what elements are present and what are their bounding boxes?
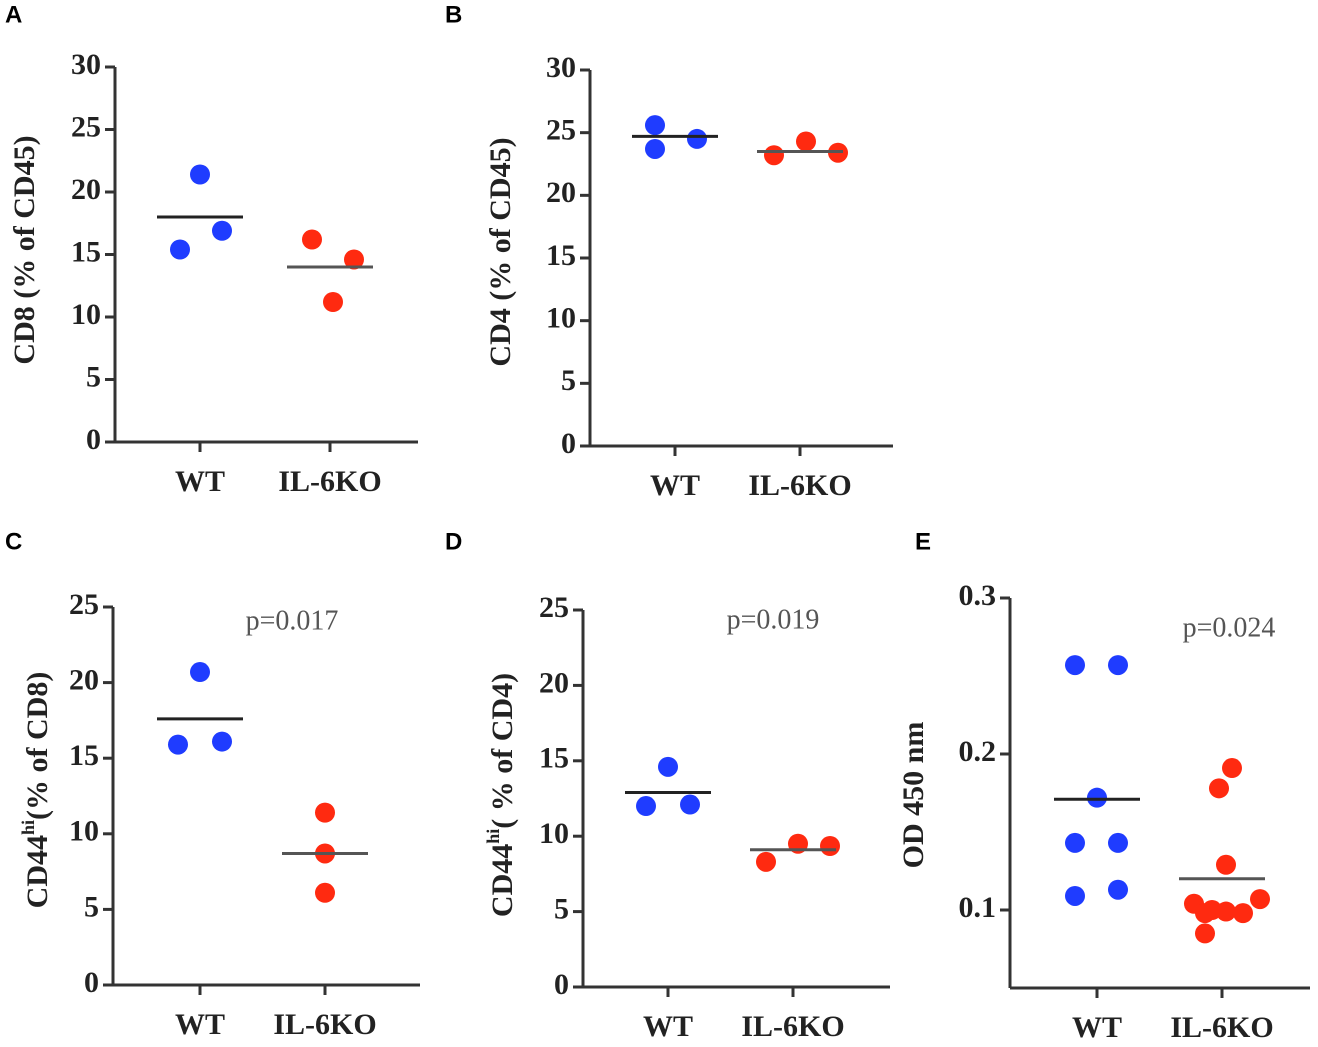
panel-label: A xyxy=(5,1,22,28)
dot xyxy=(1087,787,1107,808)
x-tick-label: IL-6KO xyxy=(273,1008,376,1041)
y-tick-label: 5 xyxy=(84,890,99,923)
y-tick-label: 5 xyxy=(561,364,576,397)
panel-label: D xyxy=(445,528,462,555)
y-label-main: OD 450 nm xyxy=(897,722,930,869)
panel-label: C xyxy=(5,528,22,555)
y-label-main: CD4 (% of CD45) xyxy=(484,137,517,366)
x-tick-label: IL-6KO xyxy=(1170,1011,1273,1044)
x-tick-label: WT xyxy=(1072,1011,1122,1044)
p-value: p=0.024 xyxy=(1183,612,1276,643)
dot xyxy=(1065,885,1085,906)
y-tick-label: 15 xyxy=(71,235,101,268)
dot xyxy=(190,662,210,683)
y-axis-label: CD4 (% of CD45) xyxy=(484,137,517,366)
y-label-sup: hi xyxy=(18,820,38,835)
dot xyxy=(1209,778,1229,799)
y-tick-label: 15 xyxy=(539,742,569,775)
y-axis-label: CD44hi(% of CD8) xyxy=(18,672,54,909)
dot xyxy=(1108,879,1128,900)
p-value: p=0.019 xyxy=(727,604,820,635)
dot xyxy=(636,796,656,817)
x-tick-label: IL-6KO xyxy=(278,465,381,498)
dot xyxy=(190,164,210,185)
p-value: p=0.017 xyxy=(246,605,339,636)
y-axis-label: CD44hi( % of CD4) xyxy=(483,673,519,917)
dot xyxy=(1233,903,1253,924)
dot xyxy=(756,851,776,872)
dot xyxy=(1108,655,1128,676)
y-tick-label: 10 xyxy=(539,817,569,850)
y-tick-label: 0.3 xyxy=(959,579,997,612)
y-tick-label: 15 xyxy=(546,239,576,272)
y-tick-label: 20 xyxy=(539,666,569,699)
x-tick-label: WT xyxy=(175,1008,225,1041)
y-tick-label: 15 xyxy=(69,739,99,772)
y-tick-label: 30 xyxy=(546,51,576,84)
y-label-rest: (% of CD8) xyxy=(21,672,54,820)
x-tick-label: WT xyxy=(650,469,700,502)
dot xyxy=(323,292,343,312)
dot xyxy=(1250,889,1270,910)
dot xyxy=(645,115,665,136)
dot xyxy=(658,756,678,777)
y-tick-label: 10 xyxy=(546,302,576,335)
y-tick-label: 25 xyxy=(71,110,101,143)
y-tick-label: 0 xyxy=(84,966,99,999)
y-tick-label: 25 xyxy=(546,114,576,147)
y-tick-label: 10 xyxy=(69,815,99,848)
dot xyxy=(1195,903,1215,924)
dot xyxy=(1065,655,1085,676)
x-tick-label: WT xyxy=(643,1010,693,1043)
y-label-rest: ( % of CD4) xyxy=(486,673,519,829)
y-tick-label: 5 xyxy=(554,892,569,925)
dot xyxy=(764,145,784,166)
dot xyxy=(796,131,816,152)
dot xyxy=(170,239,190,260)
y-tick-label: 0.2 xyxy=(959,735,997,768)
dot xyxy=(1216,854,1236,875)
y-tick-label: 0 xyxy=(554,968,569,1001)
dot xyxy=(1108,832,1128,853)
y-tick-label: 20 xyxy=(546,176,576,209)
y-tick-label: 5 xyxy=(86,360,101,393)
dot xyxy=(168,734,188,755)
y-tick-label: 30 xyxy=(71,48,101,81)
y-tick-label: 20 xyxy=(71,173,101,206)
dot xyxy=(680,794,700,815)
dot xyxy=(344,249,364,270)
dot xyxy=(820,836,840,857)
y-label-sup: hi xyxy=(483,829,503,844)
y-tick-label: 0 xyxy=(561,427,576,460)
y-tick-label: 20 xyxy=(69,663,99,696)
y-tick-label: 25 xyxy=(539,591,569,624)
y-label-main: CD44 xyxy=(486,844,519,917)
dot xyxy=(212,220,232,241)
dot xyxy=(1195,923,1215,944)
dot xyxy=(1065,832,1085,853)
dot xyxy=(315,802,335,823)
dot xyxy=(212,731,232,752)
panel-label: B xyxy=(445,1,462,28)
x-tick-label: WT xyxy=(175,465,225,498)
dot xyxy=(302,229,322,250)
y-tick-label: 0 xyxy=(86,423,101,456)
y-label-main: CD8 (% of CD45) xyxy=(8,135,41,364)
dot xyxy=(687,128,707,149)
dot xyxy=(315,882,335,903)
x-tick-label: IL-6KO xyxy=(741,1010,844,1043)
panel-label: E xyxy=(915,528,931,555)
x-tick-label: IL-6KO xyxy=(748,469,851,502)
y-axis-label: OD 450 nm xyxy=(897,722,930,869)
dot xyxy=(1216,901,1236,922)
y-axis-label: CD8 (% of CD45) xyxy=(8,135,41,364)
dot xyxy=(645,138,665,159)
y-tick-label: 10 xyxy=(71,298,101,331)
y-tick-label: 0.1 xyxy=(959,891,997,924)
y-label-main: CD44 xyxy=(21,835,54,908)
dot xyxy=(1222,758,1242,779)
y-tick-label: 25 xyxy=(69,588,99,621)
